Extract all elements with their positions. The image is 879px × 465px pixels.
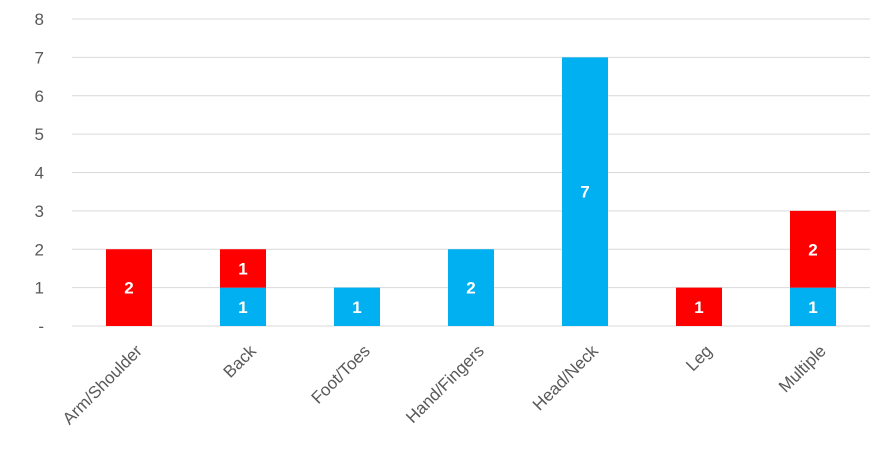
y-tick-label: 6 — [35, 87, 44, 106]
data-label: 1 — [694, 298, 703, 317]
bar-segment — [106, 249, 152, 326]
y-tick-label: 1 — [35, 279, 44, 298]
data-label: 2 — [124, 279, 133, 298]
x-axis-categories: Arm/Shoulder Back Foot/Toes Hand/Fingers Hea… — [59, 341, 830, 428]
x-category-label: Head/Neck — [529, 341, 602, 414]
bar-segment — [220, 249, 266, 288]
bar-segment — [334, 287, 380, 326]
y-tick-label: 7 — [35, 48, 44, 67]
y-axis-ticks: - 1 2 3 4 5 6 7 8 — [35, 10, 44, 336]
y-tick-label: 5 — [35, 125, 44, 144]
bar-segment — [790, 210, 836, 288]
x-category-label: Back — [220, 341, 261, 382]
y-tick-label: 2 — [35, 240, 44, 259]
x-category-label: Leg — [682, 341, 715, 374]
bar-segment — [676, 287, 722, 326]
y-tick-label: 8 — [35, 10, 44, 29]
bar-segment — [790, 287, 836, 326]
y-tick-label: 3 — [35, 202, 44, 221]
bar-segment — [562, 57, 608, 326]
bars — [106, 57, 836, 326]
x-category-label: Multiple — [775, 341, 830, 396]
data-label: 2 — [466, 279, 475, 298]
x-category-label: Hand/Fingers — [402, 341, 488, 427]
data-labels: 2 1 1 1 2 7 1 1 2 — [124, 183, 817, 317]
y-tick-label: - — [38, 317, 44, 336]
x-category-label: Foot/Toes — [308, 341, 374, 407]
data-label: 1 — [808, 298, 817, 317]
data-label: 1 — [238, 298, 247, 317]
gridlines — [72, 18, 870, 327]
y-tick-label: 4 — [35, 164, 44, 183]
bar-segment — [448, 249, 494, 326]
x-category-label: Arm/Shoulder — [59, 341, 146, 428]
data-label: 1 — [352, 298, 361, 317]
data-label: 2 — [808, 240, 817, 259]
data-label: 7 — [580, 183, 589, 202]
bar-segment — [220, 287, 266, 326]
data-label: 1 — [238, 259, 247, 278]
